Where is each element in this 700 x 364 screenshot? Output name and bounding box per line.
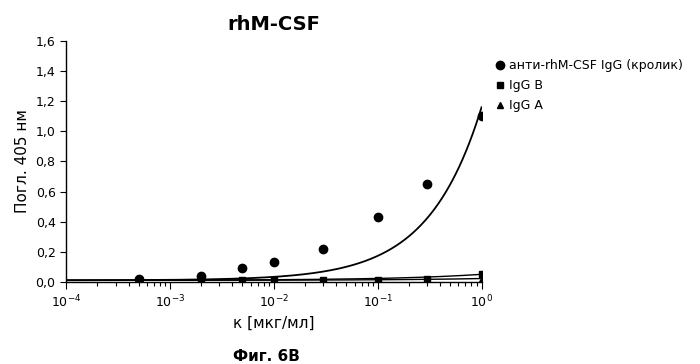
IgG A	[373, 278, 382, 282]
анти-rhM-CSF IgG (кролик)	[197, 274, 205, 278]
IgG B	[423, 277, 431, 281]
Text: Фиг. 6В: Фиг. 6В	[232, 349, 300, 364]
IgG A	[270, 278, 278, 282]
Line: IgG B: IgG B	[136, 272, 484, 283]
IgG A	[423, 278, 431, 282]
IgG B	[134, 278, 143, 282]
IgG A	[477, 277, 486, 281]
Y-axis label: Погл. 405 нм: Погл. 405 нм	[15, 110, 30, 213]
анти-rhM-CSF IgG (кролик)	[134, 277, 143, 281]
IgG B	[238, 278, 246, 282]
X-axis label: к [мкг/мл]: к [мкг/мл]	[233, 316, 314, 331]
IgG B	[197, 278, 205, 282]
анти-rhM-CSF IgG (кролик)	[319, 246, 328, 251]
анти-rhM-CSF IgG (кролик)	[373, 215, 382, 219]
IgG A	[319, 278, 328, 282]
IgG B	[373, 278, 382, 282]
IgG A	[134, 278, 143, 282]
IgG B	[319, 278, 328, 282]
IgG B	[270, 278, 278, 282]
Title: rhM-CSF: rhM-CSF	[228, 15, 320, 34]
анти-rhM-CSF IgG (кролик)	[423, 182, 431, 186]
анти-rhM-CSF IgG (кролик)	[238, 266, 246, 270]
Line: IgG A: IgG A	[135, 275, 485, 284]
IgG A	[197, 278, 205, 282]
Line: анти-rhM-CSF IgG (кролик): анти-rhM-CSF IgG (кролик)	[134, 112, 486, 283]
IgG B	[477, 272, 486, 277]
анти-rhM-CSF IgG (кролик)	[270, 260, 278, 265]
Legend: анти-rhM-CSF IgG (кролик), IgG B, IgG A: анти-rhM-CSF IgG (кролик), IgG B, IgG A	[496, 59, 682, 112]
анти-rhM-CSF IgG (кролик)	[477, 114, 486, 119]
IgG A	[238, 278, 246, 282]
